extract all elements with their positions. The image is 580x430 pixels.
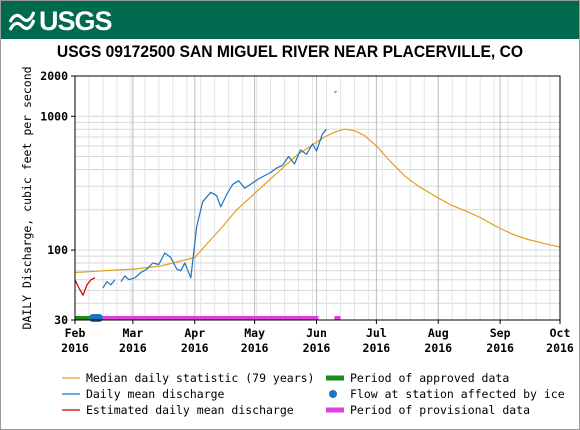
series-line — [74, 277, 96, 296]
period-bar — [75, 316, 97, 320]
x-tick-label-year: 2016 — [303, 341, 331, 355]
series-lines — [74, 90, 561, 296]
legend-label: Period of provisional data — [350, 403, 530, 417]
plot-border — [74, 75, 561, 321]
x-tick-label-month: Apr — [184, 326, 205, 340]
legend-label: Estimated daily mean discharge — [86, 403, 294, 417]
x-tick-label-year: 2016 — [424, 341, 452, 355]
x-tick-label-month: Jul — [366, 326, 387, 340]
legend-swatch-bar — [326, 407, 344, 413]
x-tick-label-month: Jun — [306, 326, 327, 340]
grid-lines — [74, 75, 561, 321]
x-tick-label-year: 2016 — [61, 341, 89, 355]
series-line — [334, 90, 337, 94]
y-tick-label: 100 — [47, 243, 68, 257]
usgs-wave-icon — [9, 11, 35, 31]
x-tick-label-year: 2016 — [486, 341, 514, 355]
x-tick-label-year: 2016 — [241, 341, 269, 355]
y-axis-label: DAILY Discharge, cubic feet per second — [20, 66, 34, 329]
x-tick-label-month: Oct — [550, 326, 571, 340]
legend-swatch-bar — [326, 375, 344, 381]
series-line — [102, 279, 116, 289]
x-tick-label-year: 2016 — [119, 341, 147, 355]
x-tick-label-year: 2016 — [546, 341, 574, 355]
x-tick-label-month: Mar — [122, 326, 143, 340]
y-tick-label: 30 — [54, 313, 68, 327]
series-line — [120, 128, 327, 283]
x-tick-label-month: Sep — [490, 326, 511, 340]
period-bar — [334, 316, 341, 320]
series-line — [74, 128, 561, 274]
usgs-logo-text: USGS — [39, 5, 113, 36]
legend-label: Period of approved data — [350, 371, 509, 385]
x-tick-label-year: 2016 — [363, 341, 391, 355]
period-bar — [96, 316, 319, 320]
axes: 3010010002000Feb2016Mar2016Apr2016May201… — [20, 66, 574, 355]
y-tick-label: 2000 — [40, 69, 68, 83]
usgs-logo[interactable]: USGS — [9, 5, 113, 37]
y-tick-label: 1000 — [40, 109, 68, 123]
x-tick-label-month: Feb — [65, 326, 86, 340]
legend-label: Median daily statistic (79 years) — [86, 371, 314, 385]
x-tick-label-month: May — [244, 326, 265, 340]
legend-label: Flow at station affected by ice — [350, 387, 565, 401]
chart-title: USGS 09172500 SAN MIGUEL RIVER NEAR PLAC… — [56, 42, 524, 61]
ice-flag-marker — [94, 314, 103, 322]
x-tick-label-year: 2016 — [181, 341, 209, 355]
x-tick-label-month: Aug — [428, 326, 449, 340]
legend-swatch-dot — [329, 390, 337, 398]
plot-area — [75, 76, 560, 320]
legend-label: Daily mean discharge — [86, 387, 225, 401]
usgs-banner: USGS — [1, 1, 579, 39]
legend: Median daily statistic (79 years) Period … — [62, 371, 565, 417]
